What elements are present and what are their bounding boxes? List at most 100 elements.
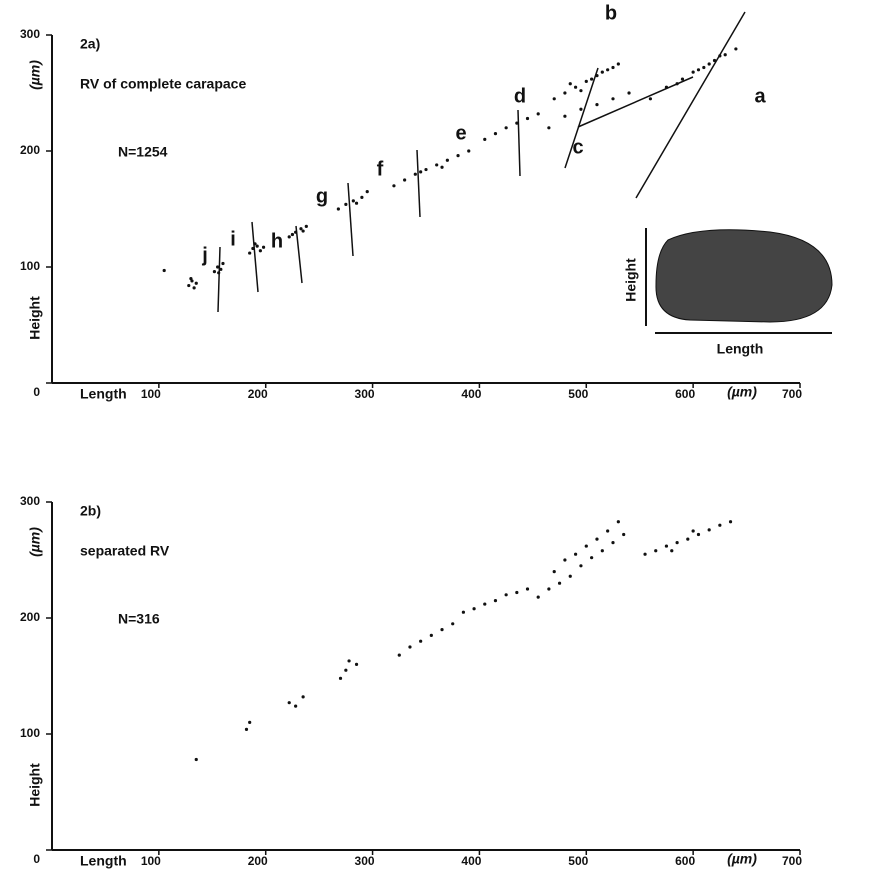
data-point	[547, 126, 551, 130]
data-point	[525, 116, 530, 121]
data-point	[557, 581, 562, 585]
data-point	[504, 593, 508, 597]
data-point	[251, 246, 255, 251]
data-point	[702, 65, 706, 70]
group-label: a	[754, 85, 766, 107]
data-point	[579, 564, 583, 568]
data-point	[707, 528, 711, 532]
carapace-drawing	[655, 229, 833, 323]
data-point	[360, 195, 364, 199]
data-point	[212, 270, 217, 274]
y-unit: (µm)	[27, 60, 43, 90]
x-tick-label: 100	[141, 387, 161, 401]
data-point	[351, 199, 355, 203]
data-point	[440, 165, 444, 169]
x-tick-label: 400	[461, 854, 481, 868]
data-point	[643, 552, 647, 556]
data-point	[483, 137, 487, 141]
data-point	[261, 245, 266, 249]
data-point	[622, 532, 626, 537]
data-point	[691, 70, 695, 74]
y-axis-label: Height	[27, 763, 43, 807]
data-point	[675, 541, 679, 545]
x-axis-label: Length	[80, 386, 127, 402]
panel-subtitle: separated RV	[80, 543, 170, 559]
data-point	[606, 529, 610, 533]
data-point	[294, 704, 298, 708]
data-point	[221, 261, 225, 266]
y-tick-label: 200	[20, 610, 40, 624]
inset	[645, 228, 833, 334]
data-point	[347, 659, 351, 663]
group-label: b	[605, 2, 617, 24]
data-point	[616, 520, 620, 524]
data-point	[611, 65, 615, 70]
separator	[577, 76, 694, 128]
data-point	[584, 79, 588, 83]
data-point	[336, 207, 340, 211]
data-point	[344, 202, 348, 206]
group-label: d	[514, 85, 526, 107]
data-point	[187, 283, 191, 288]
x-tick-label: 600	[675, 854, 695, 868]
data-point	[664, 85, 669, 89]
separator	[295, 225, 303, 284]
data-point	[563, 114, 567, 118]
x-tick-label: 700	[782, 854, 802, 868]
data-point	[718, 54, 722, 58]
separator	[217, 246, 221, 313]
data-point	[192, 286, 196, 290]
separator	[251, 221, 259, 293]
data-point	[194, 757, 198, 762]
data-point	[451, 622, 455, 626]
data-point	[189, 277, 193, 281]
separator	[564, 67, 599, 169]
data-point	[568, 82, 572, 86]
data-point	[301, 695, 305, 699]
data-point	[287, 235, 291, 239]
data-point	[456, 154, 460, 158]
data-point	[675, 82, 679, 86]
data-point	[255, 244, 259, 248]
data-point	[493, 599, 498, 603]
data-point	[648, 97, 653, 101]
data-point	[707, 62, 711, 66]
data-point	[595, 103, 599, 107]
data-point	[712, 58, 717, 63]
data-point	[515, 590, 519, 595]
data-point	[552, 97, 556, 101]
data-point	[552, 570, 556, 574]
data-point	[515, 121, 519, 125]
group-label: h	[271, 230, 283, 252]
data-point	[723, 53, 727, 57]
data-point	[354, 201, 359, 205]
data-point	[670, 549, 674, 553]
data-point	[294, 230, 298, 234]
data-point	[574, 85, 578, 89]
x-tick-label: 100	[141, 854, 161, 868]
data-point	[654, 549, 658, 553]
y-tick-label: 300	[20, 494, 40, 508]
y-tick-label: 100	[20, 259, 40, 273]
group-label: g	[316, 185, 328, 207]
data-point	[344, 668, 348, 672]
data-point	[301, 229, 305, 233]
data-point	[248, 251, 252, 255]
data-point	[734, 47, 738, 51]
x-unit: (µm)	[727, 851, 757, 867]
data-point	[408, 645, 412, 649]
data-point	[429, 633, 433, 638]
data-point	[440, 628, 444, 632]
data-point	[728, 520, 733, 524]
separator	[635, 11, 746, 199]
x-tick-label: 200	[248, 387, 268, 401]
data-point	[606, 68, 610, 72]
x-tick-label: 300	[355, 387, 375, 401]
group-label: e	[455, 122, 466, 144]
data-point	[563, 558, 567, 562]
data-point	[472, 607, 476, 611]
data-point	[600, 549, 604, 553]
data-point	[290, 232, 295, 237]
separator-lines	[217, 11, 746, 313]
